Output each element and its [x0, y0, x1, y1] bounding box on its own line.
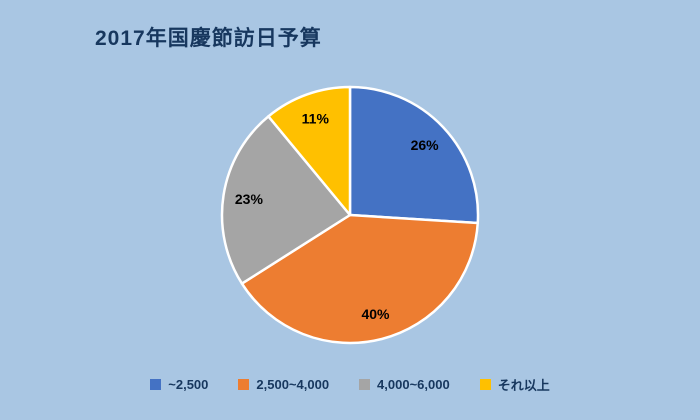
legend-label: ~2,500	[168, 377, 209, 392]
chart-title: 2017年国慶節訪日予算	[95, 27, 322, 50]
legend-swatch-icon	[238, 379, 250, 390]
pie-slice-0	[348, 85, 480, 225]
legend-swatch-icon	[150, 379, 162, 390]
slice-data-label-2: 23%	[235, 191, 264, 207]
legend-item-3: それ以上	[479, 375, 550, 394]
legend-item-1: 2,500~4,000	[238, 377, 329, 392]
pie-slice-2	[220, 115, 352, 285]
legend-swatch-icon	[359, 379, 371, 390]
chart-legend: ~2,500 2,500~4,000 4,000~6,000 それ以上	[0, 375, 700, 394]
legend-label: 2,500~4,000	[256, 377, 330, 392]
legend-label: それ以上	[497, 378, 550, 393]
pie-slice-3	[267, 85, 352, 217]
slice-data-label-1: 40%	[361, 306, 390, 322]
slice-data-label-3: 11%	[302, 111, 330, 127]
legend-label: 4,000~6,000	[377, 377, 450, 392]
legend-item-0: ~2,500	[150, 377, 208, 392]
legend-swatch-icon	[479, 379, 491, 390]
legend-item-2: 4,000~6,000	[359, 377, 450, 392]
slice-data-label-0: 26%	[411, 137, 440, 153]
